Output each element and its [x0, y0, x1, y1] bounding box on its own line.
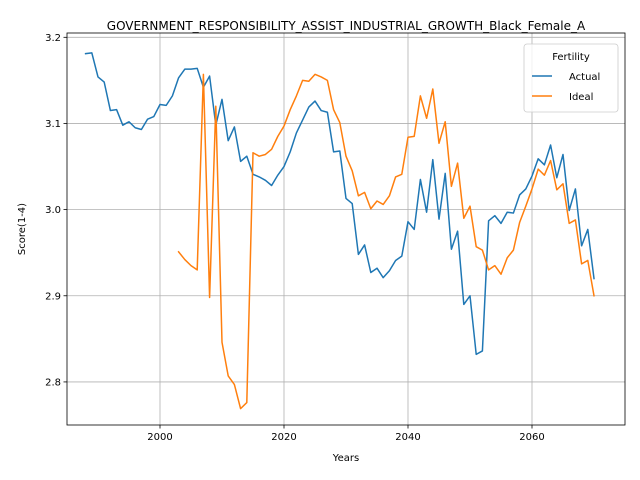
- y-tick-label: 3.0: [45, 205, 61, 216]
- legend: Fertility Actual Ideal: [524, 44, 618, 112]
- x-tick-label: 2000: [147, 432, 172, 443]
- y-axis-title: Score(1-4): [17, 203, 28, 255]
- y-tick-label: 2.9: [45, 291, 61, 302]
- legend-title: Fertility: [552, 52, 590, 63]
- x-axis-title: Years: [332, 453, 359, 464]
- x-tick-label: 2040: [395, 432, 420, 443]
- x-tick-label: 2060: [519, 432, 544, 443]
- legend-label-ideal: Ideal: [569, 92, 593, 103]
- series-line-actual: [86, 53, 594, 355]
- x-tick-label: 2020: [271, 432, 296, 443]
- chart-title: GOVERNMENT_RESPONSIBILITY_ASSIST_INDUSTR…: [107, 19, 586, 33]
- y-tick-label: 3.2: [45, 33, 61, 44]
- y-tick-label: 3.1: [45, 119, 61, 130]
- series-lines: [86, 53, 594, 409]
- y-tick-label: 2.8: [45, 377, 61, 388]
- axis-ticks: 2000 2020 2040 2060 2.8 2.9 3.0 3.1 3.2: [45, 33, 545, 443]
- legend-label-actual: Actual: [569, 72, 600, 83]
